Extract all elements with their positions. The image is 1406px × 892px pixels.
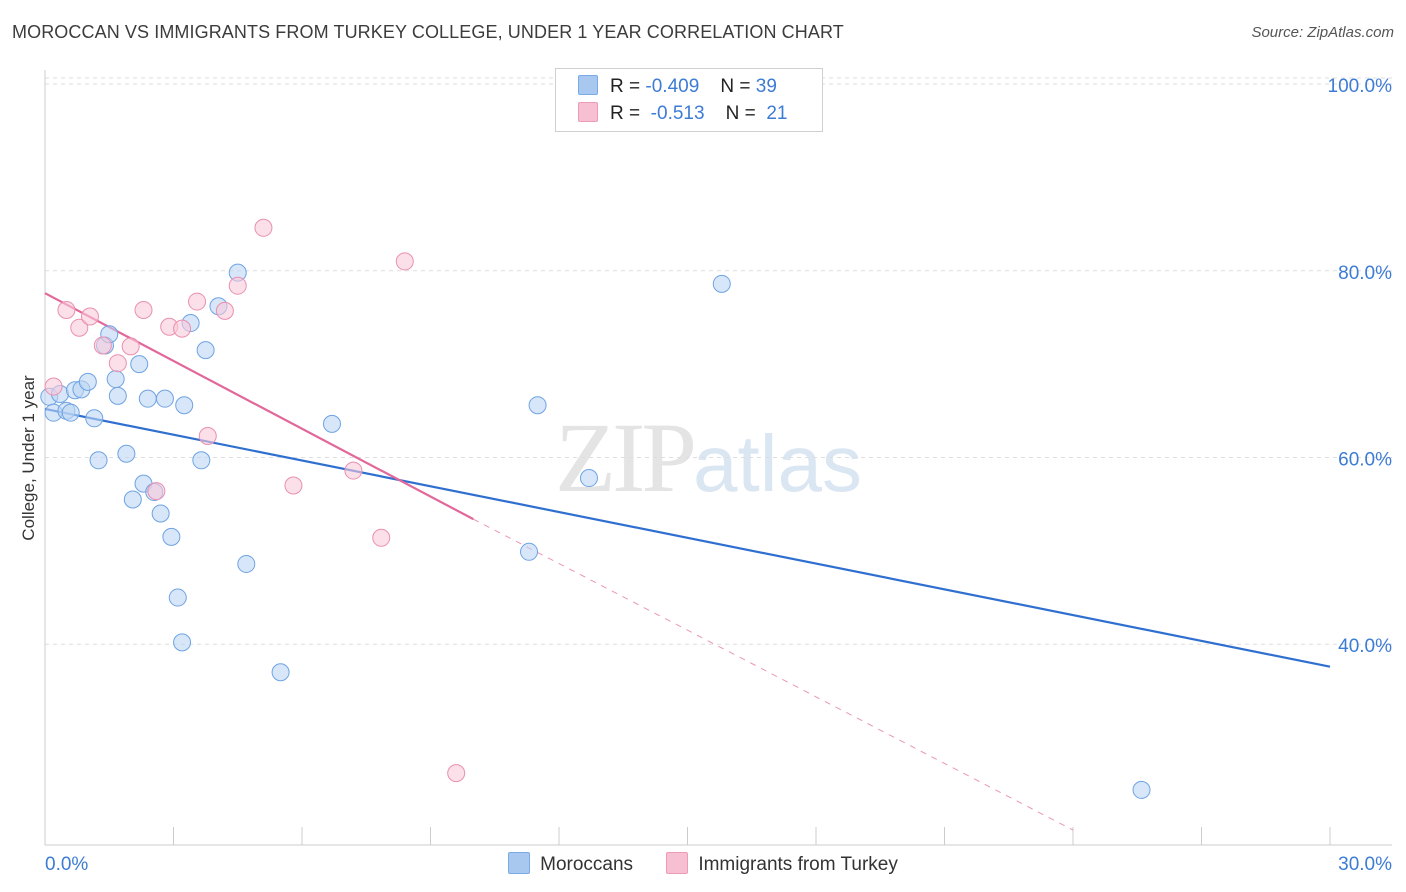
point-turkey — [395, 252, 414, 271]
point-moroccans — [196, 341, 215, 360]
point-moroccans — [579, 469, 598, 488]
point-moroccans — [117, 444, 136, 463]
point-turkey — [188, 292, 207, 311]
legend-n-label: N = — [725, 103, 756, 124]
point-moroccans — [1132, 780, 1151, 799]
legend-r-label: R = — [610, 103, 641, 124]
point-turkey — [134, 300, 153, 319]
point-turkey — [228, 276, 247, 295]
point-turkey — [147, 482, 166, 501]
watermark: ZIPatlas — [555, 400, 862, 515]
series-swatch-turkey — [666, 852, 689, 874]
legend-r-label: R = — [610, 76, 641, 97]
point-moroccans — [151, 504, 170, 523]
legend-r-value: -0.409 — [645, 76, 700, 97]
legend-swatch-moroccans — [578, 75, 598, 95]
point-moroccans — [528, 396, 547, 415]
series-swatch-moroccans — [508, 852, 531, 874]
watermark-zip: ZIP — [555, 402, 697, 513]
trendline-turkey-extension — [473, 518, 1074, 831]
point-moroccans — [78, 372, 97, 391]
series-legend-moroccans: Moroccans — [508, 852, 633, 876]
series-label-turkey: Immigrants from Turkey — [698, 854, 898, 875]
point-turkey — [372, 528, 391, 547]
point-moroccans — [108, 386, 127, 405]
point-moroccans — [175, 396, 194, 415]
point-turkey — [80, 307, 99, 326]
point-moroccans — [130, 355, 149, 374]
point-turkey — [254, 218, 273, 237]
point-turkey — [93, 336, 112, 355]
point-moroccans — [237, 554, 256, 573]
legend-swatch-turkey — [578, 102, 598, 122]
point-moroccans — [520, 542, 539, 561]
point-moroccans — [106, 370, 125, 389]
data-points — [40, 218, 1151, 799]
point-turkey — [70, 318, 89, 337]
watermark-atlas: atlas — [693, 419, 862, 508]
legend-r-value: -0.513 — [650, 103, 705, 124]
legend-n-value: 21 — [766, 103, 788, 124]
point-turkey — [344, 461, 363, 480]
point-turkey — [173, 319, 192, 338]
point-moroccans — [712, 274, 731, 293]
point-turkey — [108, 354, 127, 373]
point-moroccans — [168, 588, 187, 607]
point-moroccans — [271, 663, 290, 682]
y-axis-title: College, Under 1 year — [19, 375, 38, 541]
y-tick-label: 40.0% — [1338, 636, 1392, 657]
point-turkey — [447, 764, 466, 783]
point-turkey — [198, 427, 217, 446]
series-legend-turkey: Immigrants from Turkey — [666, 852, 898, 876]
point-turkey — [44, 377, 63, 396]
trendline-moroccans — [44, 407, 1331, 668]
legend-n-value: 39 — [755, 76, 777, 97]
legend-n-label: N = — [720, 76, 751, 97]
point-moroccans — [322, 414, 341, 433]
y-tick-label: 80.0% — [1338, 263, 1392, 284]
point-moroccans — [61, 403, 80, 422]
point-moroccans — [155, 389, 174, 408]
y-tick-label: 60.0% — [1338, 450, 1392, 471]
axis-labels: 100.0% 80.0% 60.0% 40.0% 0.0% 30.0% College, U… — [19, 76, 1392, 875]
point-turkey — [215, 301, 234, 320]
series-legend: Moroccans Immigrants from Turkey — [0, 852, 1406, 876]
legend-row-turkey: R = -0.513 N = 21 — [578, 102, 787, 126]
series-label-moroccans: Moroccans — [540, 854, 634, 875]
y-tick-label: 100.0% — [1328, 76, 1393, 97]
point-turkey — [121, 337, 140, 356]
point-turkey — [284, 476, 303, 495]
point-moroccans — [173, 633, 192, 652]
correlation-legend: R = -0.409 N = 39 R = -0.513 N = 21 — [555, 68, 823, 132]
point-moroccans — [89, 451, 108, 470]
x-tick-label-max: 30.0% — [1338, 854, 1392, 875]
source-label: Source: ZipAtlas.com — [1251, 24, 1394, 41]
chart-title: MOROCCAN VS IMMIGRANTS FROM TURKEY COLLE… — [12, 22, 844, 42]
point-moroccans — [192, 451, 211, 470]
point-moroccans — [85, 409, 104, 428]
point-moroccans — [123, 490, 142, 509]
x-tick-label-min: 0.0% — [45, 854, 88, 875]
legend-row-moroccans: R = -0.409 N = 39 — [578, 75, 777, 99]
point-moroccans — [138, 389, 157, 408]
point-moroccans — [162, 527, 181, 546]
point-turkey — [57, 300, 76, 319]
